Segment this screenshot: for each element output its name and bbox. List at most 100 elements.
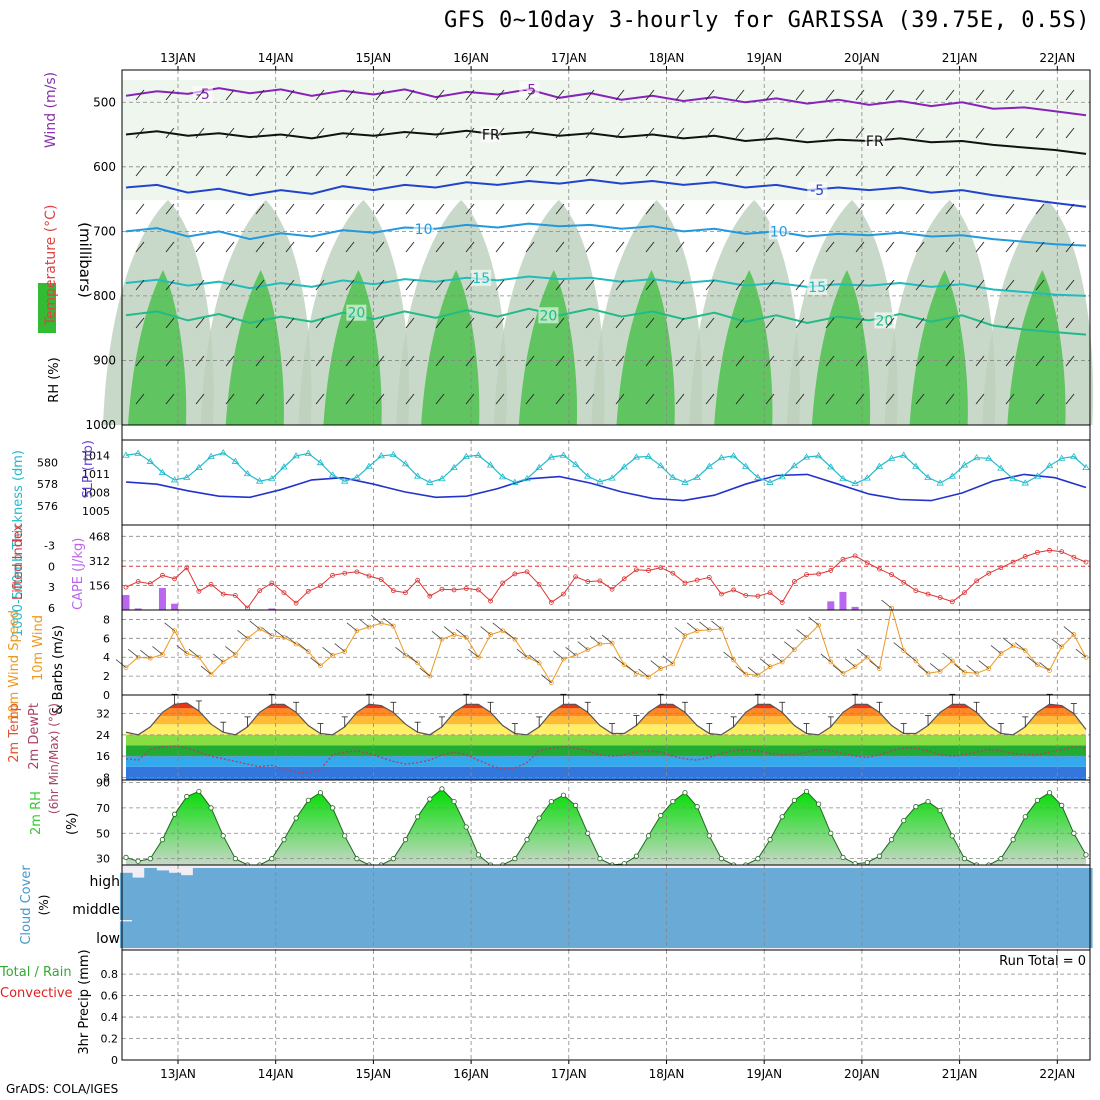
cloud-bar-low — [1055, 920, 1069, 948]
li-marker — [889, 572, 894, 578]
wind-speed-marker — [318, 663, 323, 669]
wind-barb — [1065, 393, 1075, 405]
slp-marker — [438, 474, 446, 482]
wind-barb — [855, 317, 865, 329]
wind-barb — [345, 241, 355, 253]
wind-barb-10m — [152, 646, 163, 655]
wind-barb — [465, 241, 475, 253]
wind-barb — [765, 279, 775, 291]
wind-barb-10m — [237, 630, 248, 639]
wind-speed-marker — [293, 641, 299, 647]
cloud-bar-high — [861, 868, 874, 892]
isotherm-label-bg — [768, 223, 789, 240]
rh-shading-core — [128, 270, 187, 425]
cloud-bar-high — [788, 868, 801, 892]
wind-barb — [315, 165, 325, 177]
cloud-bar-high — [1043, 868, 1057, 892]
wind-barb — [1035, 279, 1045, 291]
wind-barb — [945, 127, 955, 139]
li-marker — [463, 586, 469, 591]
wind-barb — [675, 165, 685, 177]
cloud-bar-low — [982, 920, 996, 948]
date-label-top: 20JAN — [844, 51, 880, 65]
wind-barb-10m — [346, 622, 358, 632]
cloud-bar-low — [751, 920, 765, 948]
slp-marker — [377, 452, 385, 459]
wind-barb-10m — [322, 647, 333, 656]
li-marker — [281, 590, 287, 596]
slp-marker — [839, 474, 847, 482]
cloud-bar-middle — [229, 892, 242, 920]
cloud-bar-low — [897, 920, 911, 948]
isotherm-label: 20 — [539, 308, 557, 324]
wind-barb — [375, 241, 385, 253]
wind-barb — [405, 241, 415, 253]
slp-marker — [827, 463, 835, 470]
cloud-bar-low — [849, 920, 862, 948]
wind-speed-marker — [864, 654, 870, 660]
wind-barb — [495, 393, 505, 405]
wind-barb — [795, 317, 805, 329]
wind-barb-10m — [942, 652, 953, 662]
slp-marker — [644, 452, 653, 459]
wind-barb — [735, 203, 745, 215]
wind-barb-10m — [796, 629, 807, 638]
rh2m-marker — [864, 859, 870, 866]
wind-barb — [885, 355, 895, 367]
wind-barb — [615, 317, 625, 329]
wind-barb-10m — [881, 599, 892, 609]
cloud-bar-high — [946, 868, 959, 892]
cloud-bar-middle — [776, 892, 789, 920]
wind-barb-10m — [759, 658, 771, 667]
wind-barb — [705, 355, 715, 367]
wind-barb — [915, 165, 925, 177]
cloud-bar-middle — [1031, 892, 1044, 920]
temp-bands — [126, 703, 1086, 780]
rh2m-marker — [427, 796, 433, 802]
wind-tick: 0 — [103, 689, 110, 702]
isotherm-label: FR — [482, 128, 500, 144]
wind-speed-marker — [476, 654, 481, 660]
cloud-bar-high — [897, 868, 911, 892]
li-marker — [488, 598, 493, 604]
li-marker — [937, 595, 943, 600]
wind-barb-10m — [844, 658, 856, 667]
cloud-bar-high — [277, 868, 291, 892]
li-marker — [123, 584, 129, 590]
cloud-bar-middle — [666, 892, 680, 920]
wind-barb — [1035, 165, 1045, 177]
slp-marker — [401, 460, 410, 467]
slp-marker — [280, 463, 288, 470]
wind-barb — [945, 279, 955, 291]
li-marker — [913, 588, 919, 594]
isotherm-label-bg — [480, 126, 501, 143]
wind-barb-10m — [261, 627, 273, 636]
cloud-bar-high — [970, 868, 984, 892]
wind-barb — [1005, 241, 1015, 253]
slp-marker — [620, 463, 628, 470]
wind-barb — [465, 279, 475, 291]
cloud-bar-middle — [763, 892, 777, 920]
wind-speed-marker — [1083, 654, 1089, 660]
cloud-bar-high — [958, 868, 972, 892]
wind-barb — [645, 355, 655, 367]
wind-barb-10m — [212, 653, 224, 663]
wind-speed-marker — [269, 633, 275, 638]
isotherm-label-bg — [471, 269, 492, 286]
wind-barb — [225, 241, 235, 253]
date-label-bottom: 16JAN — [453, 1067, 489, 1081]
wind-speed-marker — [974, 670, 980, 676]
wind-speed-marker — [670, 661, 676, 667]
slp-marker — [912, 462, 920, 469]
slp-marker — [462, 452, 470, 459]
temperature-line — [125, 702, 1087, 736]
cloud-bar-middle — [691, 892, 704, 920]
rh2m-marker — [694, 804, 700, 810]
cloud-bar-middle — [946, 892, 959, 920]
minmax-legend: (6hr Min/Max) (°C) — [47, 703, 61, 814]
cloud-bar-low — [618, 920, 631, 948]
li-marker — [804, 572, 809, 578]
cape-bar — [827, 601, 835, 610]
cloud-bar-high — [982, 868, 996, 892]
wind-barb — [615, 89, 625, 101]
